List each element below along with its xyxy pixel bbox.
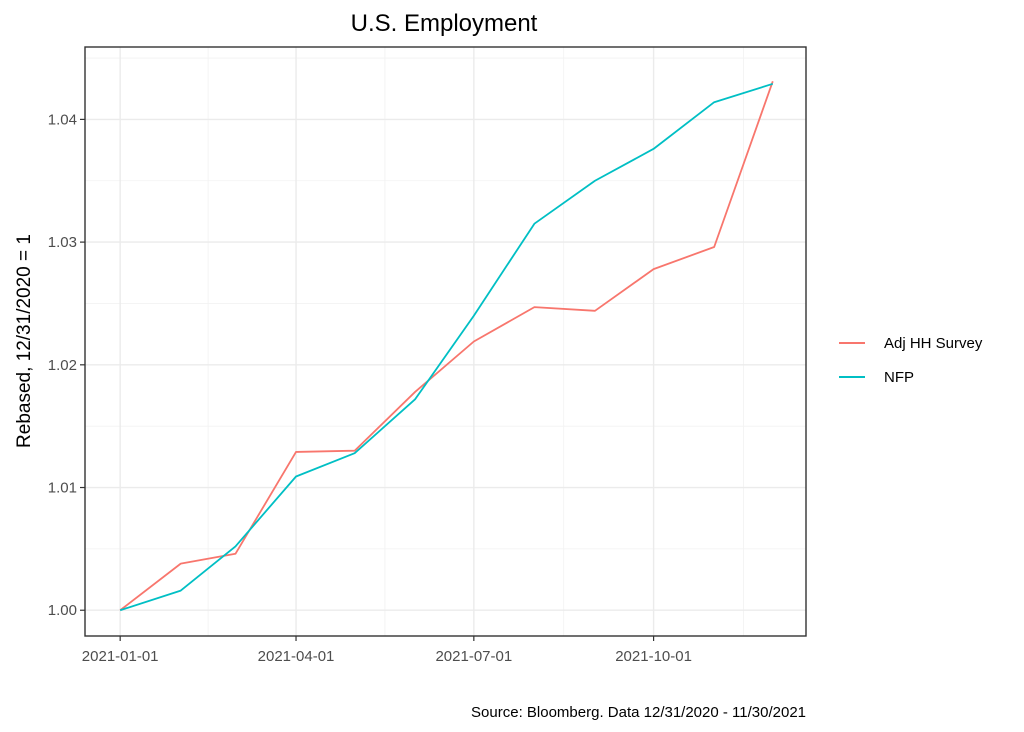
- y-tick-label: 1.00: [48, 602, 77, 619]
- y-axis: 1.00 1.01 1.02 1.03 1.04: [48, 111, 85, 619]
- y-tick-label: 1.02: [48, 357, 77, 374]
- y-axis-label: Rebased, 12/31/2020 = 1: [14, 234, 35, 448]
- chart-title: U.S. Employment: [351, 10, 538, 37]
- employment-line-chart: U.S. Employment 1.00 1.01 1.02 1.03 1.04 202…: [0, 0, 1024, 732]
- y-tick-label: 1.01: [48, 480, 77, 497]
- grid: [85, 47, 806, 636]
- y-tick-label: 1.04: [48, 111, 77, 128]
- x-tick-label: 2021-10-01: [615, 648, 692, 665]
- y-tick-label: 1.03: [48, 234, 77, 251]
- x-axis: 2021-01-01 2021-04-01 2021-07-01 2021-10-01: [82, 636, 692, 665]
- plot-panel-border: [85, 47, 806, 636]
- series-line-adj-hh-survey: [120, 81, 773, 610]
- series-line-nfp: [120, 84, 773, 610]
- x-tick-label: 2021-07-01: [435, 648, 512, 665]
- source-caption: Source: Bloomberg. Data 12/31/2020 - 11/…: [471, 704, 806, 721]
- series-lines: [120, 81, 773, 610]
- x-tick-label: 2021-01-01: [82, 648, 159, 665]
- legend-label-adj-hh-survey: Adj HH Survey: [884, 335, 983, 352]
- legend-label-nfp: NFP: [884, 369, 914, 386]
- legend: Adj HH Survey NFP: [839, 335, 983, 386]
- x-tick-label: 2021-04-01: [258, 648, 335, 665]
